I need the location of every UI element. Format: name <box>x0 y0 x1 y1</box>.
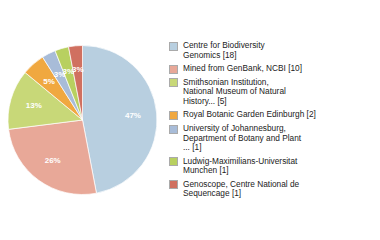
html-text:Smithsonian Institution, Natio: Smithsonian Institution, National Museum… <box>183 76 286 106</box>
html-text:Royal Botanic Garden Edinburgh: Royal Botanic Garden Edinburgh [2] <box>183 109 316 120</box>
svg-text:26%: 26% <box>45 156 61 165</box>
svg-text:5%: 5% <box>43 77 55 87</box>
svg-text:13%: 13% <box>26 101 42 110</box>
html-text:Genoscope, Centre National de: Genoscope, Centre National de Sequencage… <box>183 178 300 199</box>
svg-text:3%: 3% <box>62 66 75 76</box>
svg-text:3%: 3% <box>72 65 84 74</box>
html-text:University of Johannesburg, De: University of Johannesburg, Department o… <box>183 123 302 153</box>
html-text:Ludwig-Maximilians-Universitat: Ludwig-Maximilians-Universitat Munchen [… <box>183 155 298 176</box>
svg-text:3%: 3% <box>53 70 66 80</box>
svg-text:47%: 47% <box>125 111 141 120</box>
html-text:Mined from GenBank, NCBI [10]: Mined from GenBank, NCBI [10] <box>183 63 302 74</box>
html-text:Centre for Biodiversity Genomi: Centre for Biodiversity Genomics [18] <box>183 40 265 60</box>
